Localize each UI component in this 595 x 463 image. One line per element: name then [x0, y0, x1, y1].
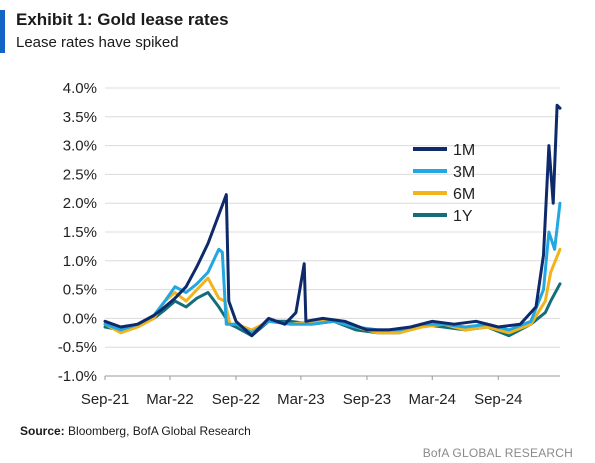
y-tick-label: -0.5% — [58, 339, 97, 356]
chart-title: Exhibit 1: Gold lease rates — [16, 10, 229, 29]
legend-label-1m: 1M — [453, 142, 475, 159]
chart-subtitle: Lease rates have spiked — [16, 34, 179, 51]
series-line-3m — [103, 201, 562, 335]
x-tick-label: Mar-23 — [277, 391, 325, 408]
y-tick-label: -1.0% — [58, 368, 97, 385]
lease-rate-chart: 4.0% 3.5% 3.0% 2.5% 2.0% 1.5% 1.0% 0.5% 0.0% -0.5… — [58, 80, 562, 408]
y-tick-label: 4.0% — [63, 80, 97, 97]
y-tick-label: 0.5% — [63, 282, 97, 299]
y-tick-label: 1.0% — [63, 253, 97, 270]
x-tick-label: Mar-24 — [408, 391, 456, 408]
legend-label-1y: 1Y — [453, 208, 473, 225]
x-tick-label: Sep-24 — [474, 391, 522, 408]
x-tick-label: Sep-21 — [81, 391, 129, 408]
title-accent-bar — [0, 10, 5, 53]
x-tick-label: Sep-22 — [212, 391, 260, 408]
x-tick-label: Sep-23 — [343, 391, 391, 408]
brand-footer: BofA GLOBAL RESEARCH — [422, 446, 573, 460]
y-tick-label: 3.5% — [63, 109, 97, 126]
source-note: Source: Bloomberg, BofA Global Research — [20, 424, 251, 438]
y-tick-label: 2.0% — [63, 195, 97, 212]
source-label: Source: — [20, 424, 65, 438]
y-tick-label: 1.5% — [63, 224, 97, 241]
y-tick-label: 0.0% — [63, 310, 97, 327]
legend-label-3m: 3M — [453, 164, 475, 181]
x-tick-label: Mar-22 — [146, 391, 194, 408]
series-line-1m — [103, 103, 562, 338]
y-tick-label: 2.5% — [63, 166, 97, 183]
y-tick-label: 3.0% — [63, 138, 97, 155]
source-text: Bloomberg, BofA Global Research — [68, 424, 251, 438]
legend-label-6m: 6M — [453, 186, 475, 203]
